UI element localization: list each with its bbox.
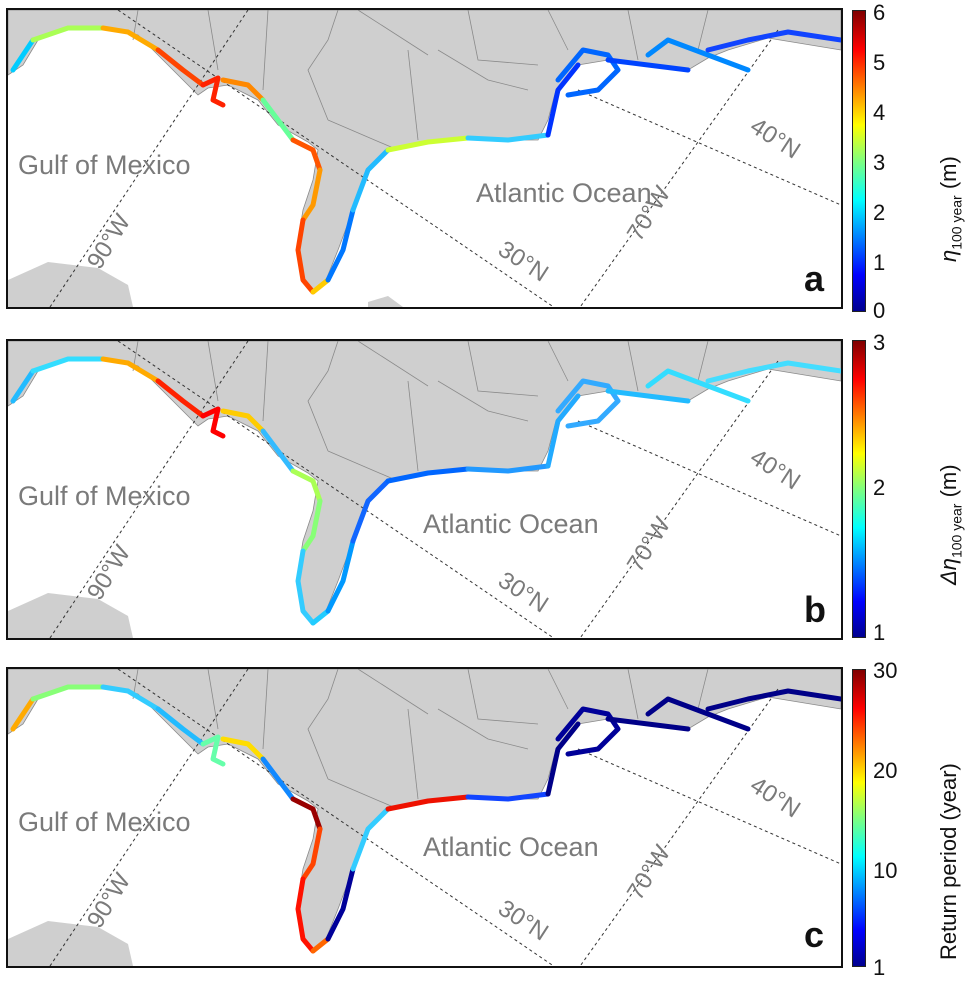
state-borders: [132, 669, 709, 810]
panel-letter: c: [804, 914, 825, 955]
colorbar-c: [852, 669, 866, 967]
state-borders: [132, 341, 709, 482]
coastline-data: [10, 25, 841, 295]
colorbar-a-tick: 1: [873, 250, 886, 275]
gulf-label: Gulf of Mexico: [18, 807, 191, 837]
colorbar-a-tick: 3: [873, 150, 886, 175]
state-borders: [132, 10, 709, 151]
colorbar-a-title: η100 year (m): [936, 156, 965, 262]
colorbar-b-title: Δη100 year (m): [936, 464, 965, 585]
coastline-data: [10, 684, 841, 954]
gulf-label: Gulf of Mexico: [18, 481, 191, 511]
cuba-land: [8, 593, 133, 638]
colorbar-c-tick: 20: [873, 758, 898, 783]
colorbar-b-tick: 3: [873, 330, 886, 355]
graticule-lines: [49, 341, 841, 638]
island: [368, 296, 403, 307]
colorbar-a: [852, 10, 866, 312]
colorbar-c-tick: 10: [873, 858, 898, 883]
map-panel-c: Gulf of Mexico Atlantic Ocean 30°N 40°N …: [6, 667, 843, 968]
colorbar-a-tick: 4: [873, 100, 886, 125]
cuba-land: [8, 921, 133, 966]
atlantic-label: Atlantic Ocean: [423, 509, 599, 539]
graticule-lines: [49, 10, 841, 307]
colorbar-c-tick: 1: [873, 955, 886, 980]
graticule-lines: [49, 669, 841, 966]
panel-letter: a: [804, 258, 825, 299]
atlantic-label: Atlantic Ocean: [423, 832, 599, 862]
colorbar-a-tick: 6: [873, 0, 886, 25]
colorbar-c-title: Return period (year): [936, 763, 961, 960]
coastline-data: [10, 356, 841, 626]
map-canvas: [8, 669, 841, 966]
colorbar-a-tick: 2: [873, 200, 886, 225]
cuba-land: [8, 262, 133, 307]
map-canvas: [8, 10, 841, 307]
atlantic-label: Atlantic Ocean: [476, 178, 652, 208]
colorbar-b: [852, 340, 866, 638]
map-panel-b: Gulf of Mexico Atlantic Ocean 30°N 40°N …: [6, 339, 843, 640]
panel-letter: b: [804, 589, 826, 630]
map-canvas: [8, 341, 841, 638]
colorbar-a-tick: 5: [873, 50, 886, 75]
gulf-label: Gulf of Mexico: [18, 150, 191, 180]
colorbar-c-tick: 30: [873, 658, 898, 683]
map-panel-a: Gulf of Mexico Atlantic Ocean 30°N 40°N …: [6, 8, 843, 309]
colorbar-b-tick: 2: [873, 475, 886, 500]
colorbar-b-tick: 1: [873, 620, 886, 645]
colorbar-a-tick: 0: [873, 298, 886, 323]
